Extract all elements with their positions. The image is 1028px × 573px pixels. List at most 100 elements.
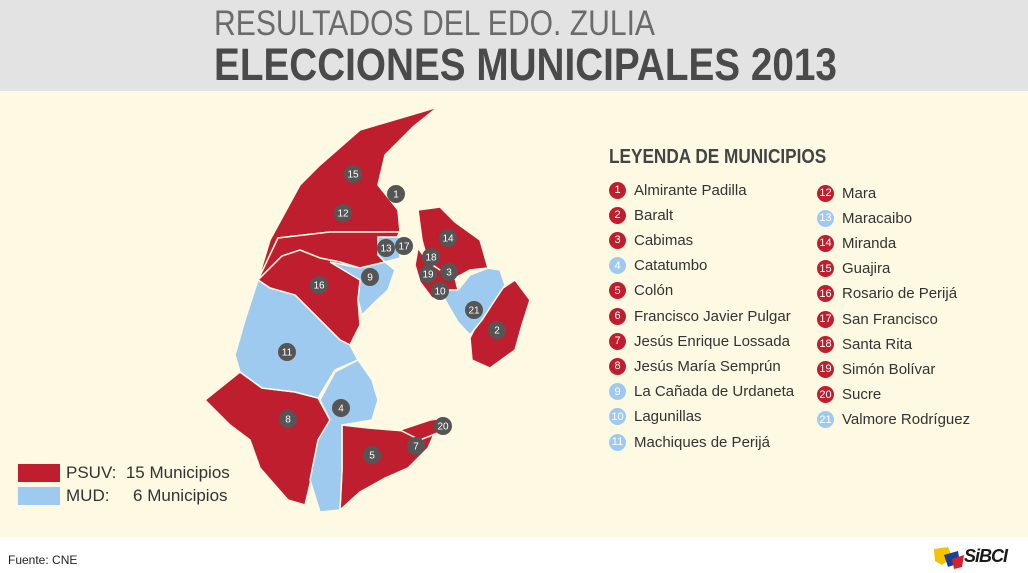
- map-marker-label: 1: [393, 190, 399, 201]
- map-marker: [395, 237, 413, 255]
- map-marker-label: 12: [337, 209, 349, 220]
- legend-label: Rosario de Perijá: [842, 285, 958, 303]
- map-marker-label: 18: [425, 253, 437, 264]
- map-marker-label: 19: [422, 270, 434, 281]
- map-marker-label: 9: [367, 273, 373, 284]
- map-marker: [361, 268, 379, 286]
- map-marker-label: 21: [468, 306, 480, 317]
- legend-item: 14 Miranda: [817, 233, 896, 253]
- map-marker-label: 3: [446, 268, 452, 279]
- legend-label: Guajira: [842, 260, 891, 278]
- header-bar: RESULTADOS DEL EDO. ZULIA ELECCIONES MUN…: [0, 0, 1028, 91]
- legend-item: 11 Machiques de Perijá: [609, 432, 770, 452]
- map-marker: [363, 446, 381, 464]
- legend-item: 3 Cabimas: [609, 230, 693, 250]
- map-marker: [434, 417, 452, 435]
- map-marker-label: 15: [347, 170, 359, 181]
- psuv-label: PSUV: 15 Municipios: [66, 463, 230, 482]
- legend-number: 19: [817, 360, 834, 378]
- legend-item: 5 Colón: [609, 281, 673, 301]
- map-marker: [344, 165, 362, 183]
- map-marker-label: 13: [380, 244, 392, 255]
- legend-label: Santa Rita: [842, 335, 913, 353]
- legend-item: 16 Rosario de Perijá: [817, 284, 957, 304]
- legend-number: 12: [817, 184, 834, 202]
- mud-swatch: [18, 487, 60, 505]
- legend-label: Simón Bolívar: [842, 360, 936, 378]
- legend-number: 10: [609, 408, 626, 426]
- legend-number: 2: [609, 206, 626, 224]
- map-marker-label: 10: [434, 287, 446, 298]
- legend-label: Jesús María Semprún: [634, 357, 781, 375]
- legend-number: 21: [817, 411, 834, 429]
- map-marker: [407, 437, 425, 455]
- map-marker-label: 17: [398, 242, 410, 253]
- legend-number: 9: [609, 383, 626, 401]
- region-machiques: [234, 278, 360, 399]
- legend-item: 4 Catatumbo: [609, 256, 707, 276]
- legend-number: 5: [609, 282, 626, 300]
- map-marker-label: 4: [338, 404, 344, 415]
- legend-label: Machiques de Perijá: [634, 433, 770, 451]
- map-marker: [377, 239, 395, 257]
- map-marker-label: 8: [285, 415, 291, 426]
- map-marker: [440, 263, 458, 281]
- map-marker: [419, 265, 437, 283]
- map-marker-label: 7: [413, 442, 419, 453]
- map-marker: [387, 185, 405, 203]
- title-line-1: RESULTADOS DEL EDO. ZULIA: [214, 4, 656, 43]
- legend-item: 9 La Cañada de Urdaneta: [609, 382, 794, 402]
- map-marker: [488, 321, 506, 339]
- legend-item: 13 Maracaibo: [817, 208, 912, 228]
- title-line-2: ELECCIONES MUNICIPALES 2013: [214, 39, 837, 90]
- legend-number: 6: [609, 307, 626, 325]
- map-markers: 15 1 12 13 17 14 18 9 19 3 16 10 21 2 11 4 8 20 7 5: [278, 165, 506, 464]
- legend-number: 4: [609, 257, 626, 275]
- legend-number: 14: [817, 234, 834, 252]
- map-marker: [332, 399, 350, 417]
- map-marker-label: 2: [494, 326, 500, 337]
- psuv-swatch: [18, 464, 60, 482]
- legend-label: Sucre: [842, 386, 882, 404]
- legend-label: Catatumbo: [634, 257, 708, 275]
- map-marker: [465, 301, 483, 319]
- legend-item: 21 Valmore Rodríguez: [817, 410, 970, 430]
- legend-label: San Francisco: [842, 310, 938, 328]
- legend-number: 1: [609, 181, 626, 199]
- legend-label: La Cañada de Urdaneta: [634, 383, 795, 401]
- map-marker: [310, 276, 328, 294]
- region-catatumbo: [309, 359, 379, 513]
- legend-item: 12 Mara: [817, 183, 876, 203]
- legend-number: 8: [609, 357, 626, 375]
- legend-item: 17 San Francisco: [817, 309, 938, 329]
- legend-item: 18 Santa Rita: [817, 334, 912, 354]
- logo-text: SiBCI: [964, 546, 1008, 566]
- legend-number: 7: [609, 332, 626, 350]
- legend-number: 18: [817, 335, 834, 353]
- map-marker: [422, 248, 440, 266]
- legend-item: 15 Guajira: [817, 259, 890, 279]
- summary-psuv: PSUV: 15 Municipios: [18, 463, 230, 483]
- legend-label: Jesús Enrique Lossada: [634, 332, 790, 350]
- legend-label: Cabimas: [634, 231, 694, 249]
- legend-number: 15: [817, 260, 834, 278]
- legend-label: Almirante Padilla: [634, 181, 747, 199]
- legend-title: LEYENDA DE MUNICIPIOS: [609, 146, 827, 168]
- mud-label: MUD: 6 Municipios: [66, 486, 228, 505]
- legend-number: 20: [817, 386, 834, 404]
- legend-number: 16: [817, 285, 834, 303]
- source-note: Fuente: CNE: [8, 553, 78, 567]
- legend-label: Francisco Javier Pulgar: [634, 307, 791, 325]
- legend-item: 10 Lagunillas: [609, 407, 702, 427]
- footer-bar: [0, 537, 1028, 573]
- map-marker-label: 5: [369, 451, 375, 462]
- summary-mud: MUD: 6 Municipios: [18, 486, 228, 506]
- legend-item: 6 Francisco Javier Pulgar: [609, 306, 791, 326]
- legend-label: Baralt: [634, 206, 674, 224]
- legend-item: 7 Jesús Enrique Lossada: [609, 331, 790, 351]
- legend-number: 13: [817, 209, 834, 227]
- map-marker-label: 20: [437, 422, 449, 433]
- legend-label: Lagunillas: [634, 408, 702, 426]
- map-marker-label: 11: [282, 348, 293, 359]
